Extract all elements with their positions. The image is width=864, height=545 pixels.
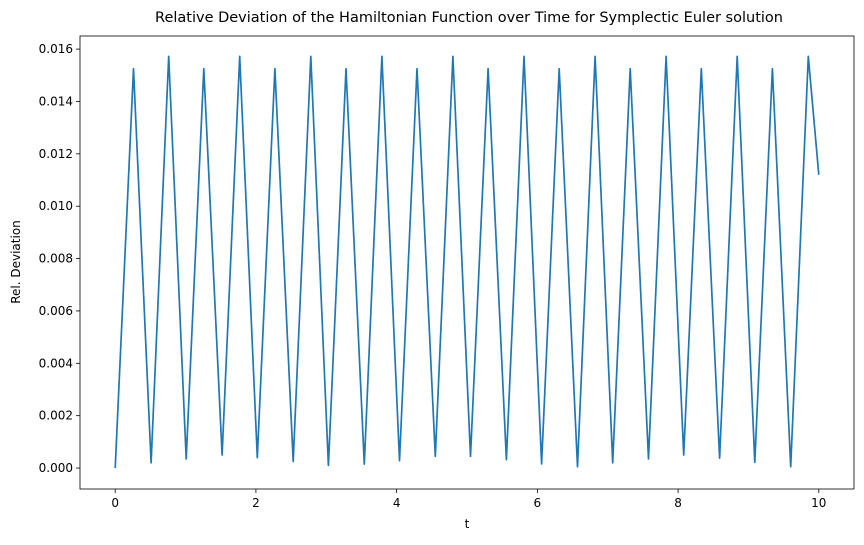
- x-tick-label: 4: [393, 496, 401, 510]
- x-tick-label: 10: [811, 496, 826, 510]
- y-tick-label: 0.004: [39, 356, 73, 370]
- y-tick-label: 0.000: [39, 461, 73, 475]
- x-tick-label: 2: [252, 496, 260, 510]
- y-tick-label: 0.016: [39, 42, 73, 56]
- plot-area: 0 2 4 6 8 10 0.000 0.002 0.004 0.006 0.008 0.010 0.0…: [39, 35, 855, 510]
- y-tick-label: 0.008: [39, 252, 73, 266]
- y-tick-label: 0.014: [39, 94, 73, 108]
- plot-frame: [79, 35, 855, 490]
- y-tick-label: 0.010: [39, 199, 73, 213]
- x-axis-label: t: [465, 517, 470, 531]
- y-tick-label: 0.002: [39, 409, 73, 423]
- y-tick-label: 0.006: [39, 304, 73, 318]
- x-tick-label: 0: [111, 496, 119, 510]
- chart-title: Relative Deviation of the Hamiltonian Fu…: [155, 10, 783, 26]
- x-tick-label: 8: [674, 496, 682, 510]
- x-tick-label: 6: [534, 496, 542, 510]
- y-tick-label: 0.012: [39, 147, 73, 161]
- series-line-0: [114, 55, 820, 469]
- y-axis-label: Rel. Deviation: [9, 220, 23, 304]
